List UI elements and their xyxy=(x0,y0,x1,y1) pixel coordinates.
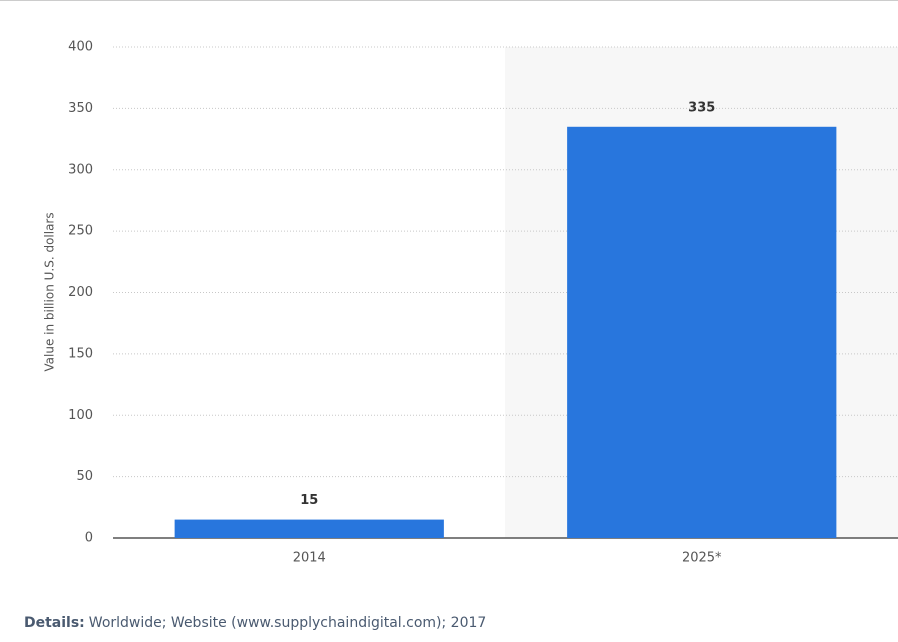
y-tick-label: 350 xyxy=(68,101,93,116)
bar xyxy=(567,126,837,538)
y-tick-label: 400 xyxy=(68,40,93,55)
data-label: 335 xyxy=(688,100,715,115)
data-label: 15 xyxy=(300,493,318,508)
footer: Details: Worldwide; Website (www.supplych… xyxy=(24,615,486,631)
y-tick-label: 150 xyxy=(68,346,93,361)
y-tick-label: 250 xyxy=(68,224,93,239)
footer-label: Details: xyxy=(24,615,85,631)
y-tick-label: 0 xyxy=(85,531,93,546)
bar xyxy=(174,519,444,538)
y-tick-label: 100 xyxy=(68,408,93,423)
y-axis-label: Value in billion U.S. dollars xyxy=(43,212,57,371)
y-tick-label: 200 xyxy=(68,285,93,300)
footer-text: Worldwide; Website (www.supplychaindigit… xyxy=(89,615,487,631)
y-tick-label: 50 xyxy=(76,469,93,484)
y-tick-label: 300 xyxy=(68,162,93,177)
x-tick-label: 2014 xyxy=(293,551,326,566)
x-tick-label: 2025* xyxy=(682,551,722,566)
